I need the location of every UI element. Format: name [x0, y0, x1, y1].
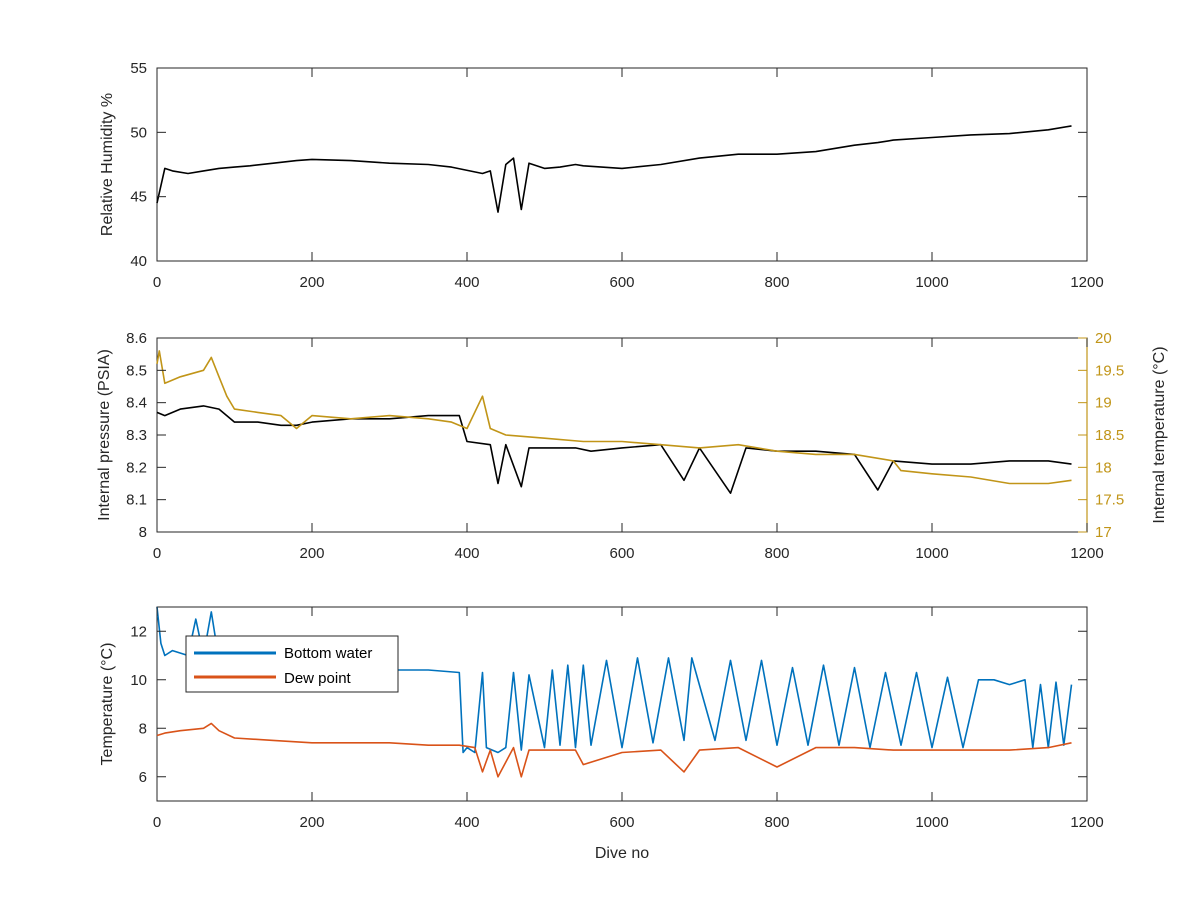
- humidity-xtick-label: 800: [764, 274, 789, 291]
- pressure-ytick-label: 8.6: [126, 330, 147, 347]
- legend-box: [185, 635, 399, 693]
- temperature-panel: Temperature (°C) Dive no 0 200 400 600 800 10…: [99, 606, 1104, 862]
- temperature-ytick-label: 10: [130, 672, 147, 689]
- humidity-ytick-label: 50: [130, 124, 147, 141]
- temperature-y2tick-label: 17.5: [1095, 492, 1124, 509]
- temperature-xtick-label: 0: [153, 814, 161, 831]
- pressure-ytick-label: 8.3: [126, 427, 147, 444]
- legend: Bottom water Dew point: [185, 635, 399, 693]
- temperature-y2ticks: 17 17.5 18 18.5 19 19.5 20: [1078, 330, 1124, 541]
- legend-dew-point-label: Dew point: [284, 670, 352, 687]
- pressure-ytick-label: 8.5: [126, 362, 147, 379]
- internal-temperature-series-line: [156, 350, 1072, 485]
- pressure-ytick-label: 8.4: [126, 395, 147, 412]
- temperature-xtick-label: 600: [609, 814, 634, 831]
- pressure-ytick-label: 8.1: [126, 492, 147, 509]
- temperature-y2tick-label: 18.5: [1095, 427, 1124, 444]
- pressure-plot-area: [156, 337, 1088, 533]
- temperature-y2tick-label: 17: [1095, 524, 1112, 541]
- temperature-xtick-label: 200: [299, 814, 324, 831]
- humidity-series-line: [156, 125, 1072, 213]
- humidity-marks: [156, 125, 1072, 213]
- humidity-xticks: 0 200 400 600 800 1000 1200: [153, 68, 1104, 291]
- temperature-y2tick-label: 20: [1095, 330, 1112, 347]
- pressure-panel: Internal pressure (PSIA) Internal temper…: [96, 330, 1168, 562]
- temperature-y2label: Internal temperature (°C): [1151, 346, 1168, 523]
- humidity-ytick-label: 40: [130, 253, 147, 270]
- temperature-ytick-label: 8: [139, 720, 147, 737]
- pressure-xticks: 0 200 400 600 800 1000 1200: [153, 338, 1104, 562]
- humidity-ylabel: Relative Humidity %: [99, 93, 116, 236]
- temperature-ytick-label: 6: [139, 769, 147, 786]
- temperature-yticks: 6 8 10 12: [130, 623, 1087, 786]
- temperature-y2tick-label: 19: [1095, 395, 1112, 412]
- pressure-xtick-label: 1200: [1070, 545, 1103, 562]
- pressure-xtick-label: 1000: [915, 545, 948, 562]
- pressure-series-line: [156, 405, 1072, 494]
- temperature-ylabel: Temperature (°C): [99, 643, 116, 766]
- humidity-panel: Relative Humidity % 0 200 400 600 800 1000 120…: [99, 60, 1104, 291]
- pressure-ylabel: Internal pressure (PSIA): [96, 349, 113, 521]
- temperature-xticks: 0 200 400 600 800 1000 1200: [153, 607, 1104, 831]
- pressure-xtick-label: 600: [609, 545, 634, 562]
- humidity-xtick-label: 600: [609, 274, 634, 291]
- pressure-ytick-label: 8: [139, 524, 147, 541]
- humidity-ytick-label: 45: [130, 189, 147, 206]
- temperature-y2tick-label: 19.5: [1095, 362, 1124, 379]
- humidity-xtick-label: 400: [454, 274, 479, 291]
- dew-point-series-line: [156, 722, 1072, 778]
- humidity-xtick-label: 0: [153, 274, 161, 291]
- pressure-xtick-label: 400: [454, 545, 479, 562]
- temperature-xtick-label: 1000: [915, 814, 948, 831]
- humidity-plot-area: [156, 67, 1088, 262]
- pressure-yticks: 8 8.1 8.2 8.3 8.4 8.5 8.6: [126, 330, 166, 541]
- humidity-xtick-label: 1200: [1070, 274, 1103, 291]
- temperature-xtick-label: 1200: [1070, 814, 1103, 831]
- humidity-ytick-label: 55: [130, 60, 147, 77]
- pressure-xtick-label: 200: [299, 545, 324, 562]
- legend-bottom-water-label: Bottom water: [284, 645, 372, 662]
- humidity-yticks: 40 45 50 55: [130, 60, 1087, 270]
- temperature-y2tick-label: 18: [1095, 459, 1112, 476]
- temperature-ytick-label: 12: [130, 623, 147, 640]
- pressure-xtick-label: 800: [764, 545, 789, 562]
- temperature-xtick-label: 400: [454, 814, 479, 831]
- dive-no-xlabel: Dive no: [595, 845, 649, 862]
- pressure-ytick-label: 8.2: [126, 459, 147, 476]
- pressure-xtick-label: 0: [153, 545, 161, 562]
- humidity-xtick-label: 200: [299, 274, 324, 291]
- temperature-xtick-label: 800: [764, 814, 789, 831]
- humidity-xtick-label: 1000: [915, 274, 948, 291]
